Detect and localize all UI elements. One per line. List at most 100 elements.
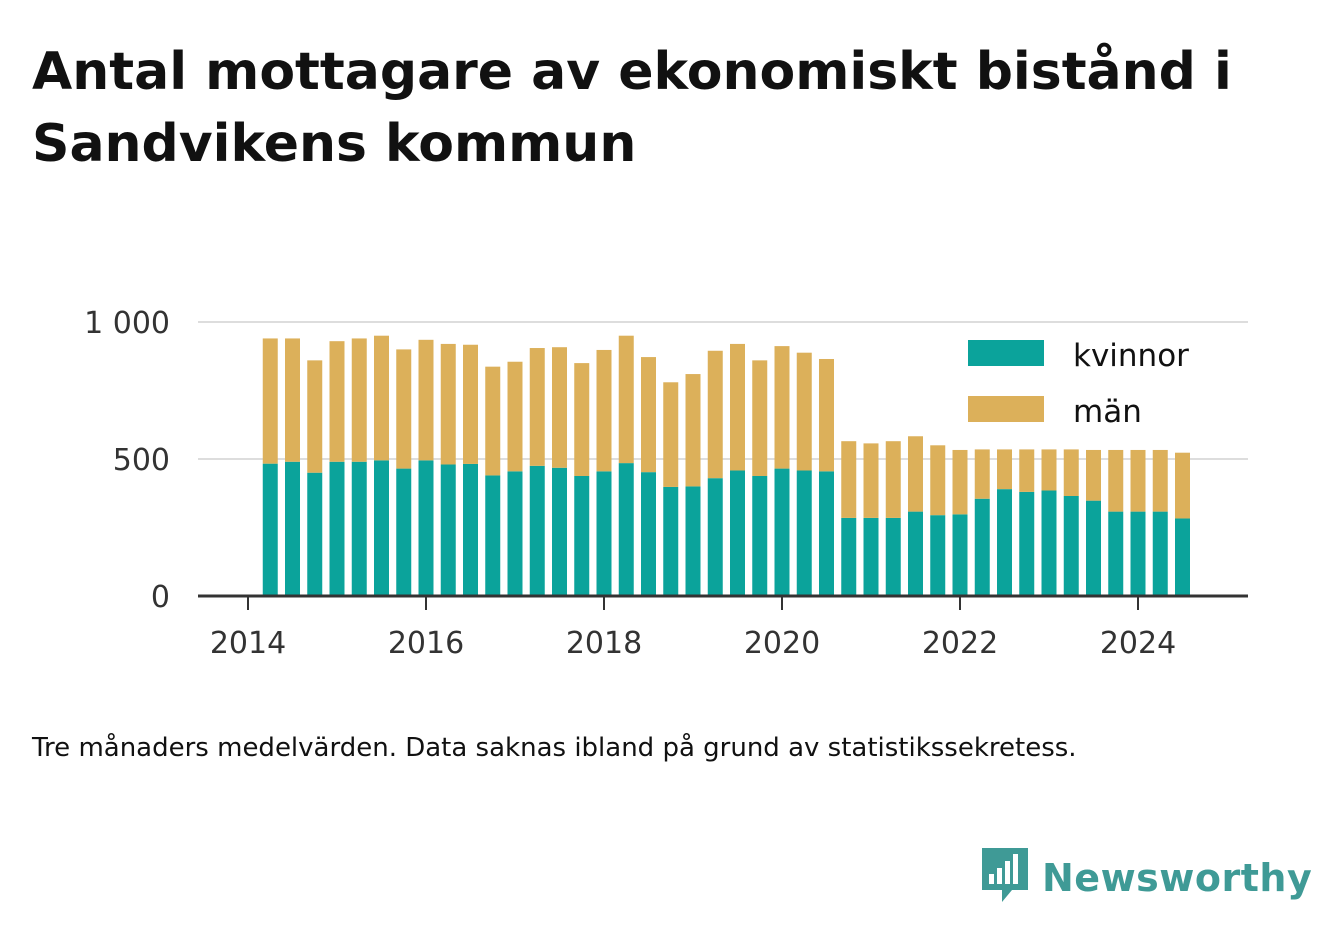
bar-man [1041, 449, 1057, 491]
bar-man [329, 341, 345, 462]
bar-kvinnor [507, 471, 523, 596]
caption: Tre månaders medelvärden. Data saknas ib… [32, 733, 1077, 763]
bar-man [351, 338, 367, 462]
bar-kvinnor [1041, 490, 1057, 596]
bar-man [774, 346, 790, 469]
bar-kvinnor [841, 517, 857, 596]
bars [262, 335, 1190, 596]
bar-man [1175, 452, 1190, 519]
bar-man [418, 339, 434, 461]
bar-man [730, 343, 745, 471]
x-tick-label: 2014 [210, 626, 286, 661]
bar-kvinnor [796, 470, 812, 596]
bar-man [707, 350, 723, 479]
bar-kvinnor [596, 471, 612, 596]
bar-kvinnor [997, 489, 1012, 596]
bar-kvinnor [1086, 500, 1101, 596]
brand-logo[interactable]: Newsworthy [980, 848, 1312, 908]
bar-man [885, 441, 901, 518]
bar-man [685, 374, 701, 487]
bar-man [1063, 449, 1079, 496]
chart-title: Antal mottagare av ekonomiskt bistånd i … [32, 42, 1232, 174]
y-tick-label: 0 [151, 580, 170, 615]
x-tick-label: 2020 [744, 626, 820, 661]
bar-kvinnor [1152, 511, 1168, 596]
bar-kvinnor [707, 478, 723, 596]
bar-kvinnor [485, 475, 501, 596]
y-tick-label: 500 [113, 443, 170, 478]
bar-man [997, 449, 1012, 490]
legend-swatch-man [968, 396, 1044, 422]
bar-man [463, 344, 478, 464]
legend-swatch-kvinnor [968, 340, 1044, 366]
y-tick-labels: 0 500 1 000 [84, 306, 170, 615]
bar-kvinnor [774, 468, 790, 596]
bar-kvinnor [952, 514, 968, 596]
bar-man [307, 360, 323, 473]
bar-kvinnor [863, 517, 879, 596]
bar-man [440, 343, 456, 465]
bar-man [796, 352, 812, 471]
bar-chart-speech-bubble-icon [980, 846, 1030, 910]
bar-kvinnor [930, 515, 946, 596]
bar-kvinnor [663, 486, 679, 596]
bar-kvinnor [1130, 511, 1146, 596]
bar-kvinnor [819, 471, 834, 596]
bar-kvinnor [396, 468, 412, 596]
bar-kvinnor [262, 463, 278, 596]
chart: 0 500 1 000 2014 2016 2018 2020 2022 2024 kvinn… [84, 306, 1248, 661]
bar-man [1130, 449, 1146, 512]
bar-man [507, 361, 523, 472]
bar-man [641, 357, 656, 473]
bar-kvinnor [374, 460, 389, 596]
legend: kvinnor män [968, 338, 1189, 430]
legend-label-man: män [1073, 394, 1142, 430]
bar-kvinnor [1108, 511, 1124, 596]
bar-man [841, 441, 857, 518]
bar-kvinnor [685, 486, 701, 596]
bar-man [396, 349, 412, 469]
bar-kvinnor [307, 472, 323, 596]
bar-man [1108, 449, 1124, 512]
bar-man [552, 347, 567, 468]
brand-name: Newsworthy [1042, 856, 1313, 900]
bar-man [285, 338, 300, 462]
bar-kvinnor [552, 467, 567, 596]
bar-kvinnor [440, 464, 456, 596]
bar-kvinnor [463, 463, 478, 596]
x-ticks: 2014 2016 2018 2020 2022 2024 [210, 596, 1176, 661]
bar-kvinnor [529, 465, 545, 596]
bar-man [485, 366, 501, 476]
bar-kvinnor [329, 461, 345, 596]
bar-kvinnor [1063, 495, 1079, 596]
bar-man [930, 445, 946, 516]
bar-man [374, 335, 389, 461]
bar-kvinnor [974, 498, 990, 596]
x-tick-label: 2016 [388, 626, 464, 661]
bar-man [752, 360, 768, 476]
bar-man [974, 449, 990, 499]
bar-kvinnor [1019, 491, 1035, 596]
y-tick-label: 1 000 [84, 306, 170, 341]
legend-label-kvinnor: kvinnor [1073, 338, 1189, 374]
bar-man [262, 338, 278, 464]
x-tick-label: 2024 [1100, 626, 1176, 661]
bar-man [1152, 449, 1168, 512]
bar-man [908, 436, 923, 512]
bar-man [1019, 449, 1035, 492]
bar-kvinnor [574, 475, 590, 596]
bar-man [1086, 449, 1101, 501]
bar-man [596, 349, 612, 472]
bar-kvinnor [730, 470, 745, 596]
bar-man [952, 449, 968, 515]
bar-kvinnor [885, 517, 901, 596]
bar-kvinnor [618, 463, 634, 596]
bar-man [529, 348, 545, 466]
bar-kvinnor [908, 511, 923, 596]
bar-kvinnor [418, 460, 434, 596]
bar-kvinnor [1175, 518, 1190, 596]
bar-man [574, 363, 590, 476]
x-tick-label: 2022 [922, 626, 998, 661]
bar-kvinnor [752, 475, 768, 596]
bar-kvinnor [285, 461, 300, 596]
